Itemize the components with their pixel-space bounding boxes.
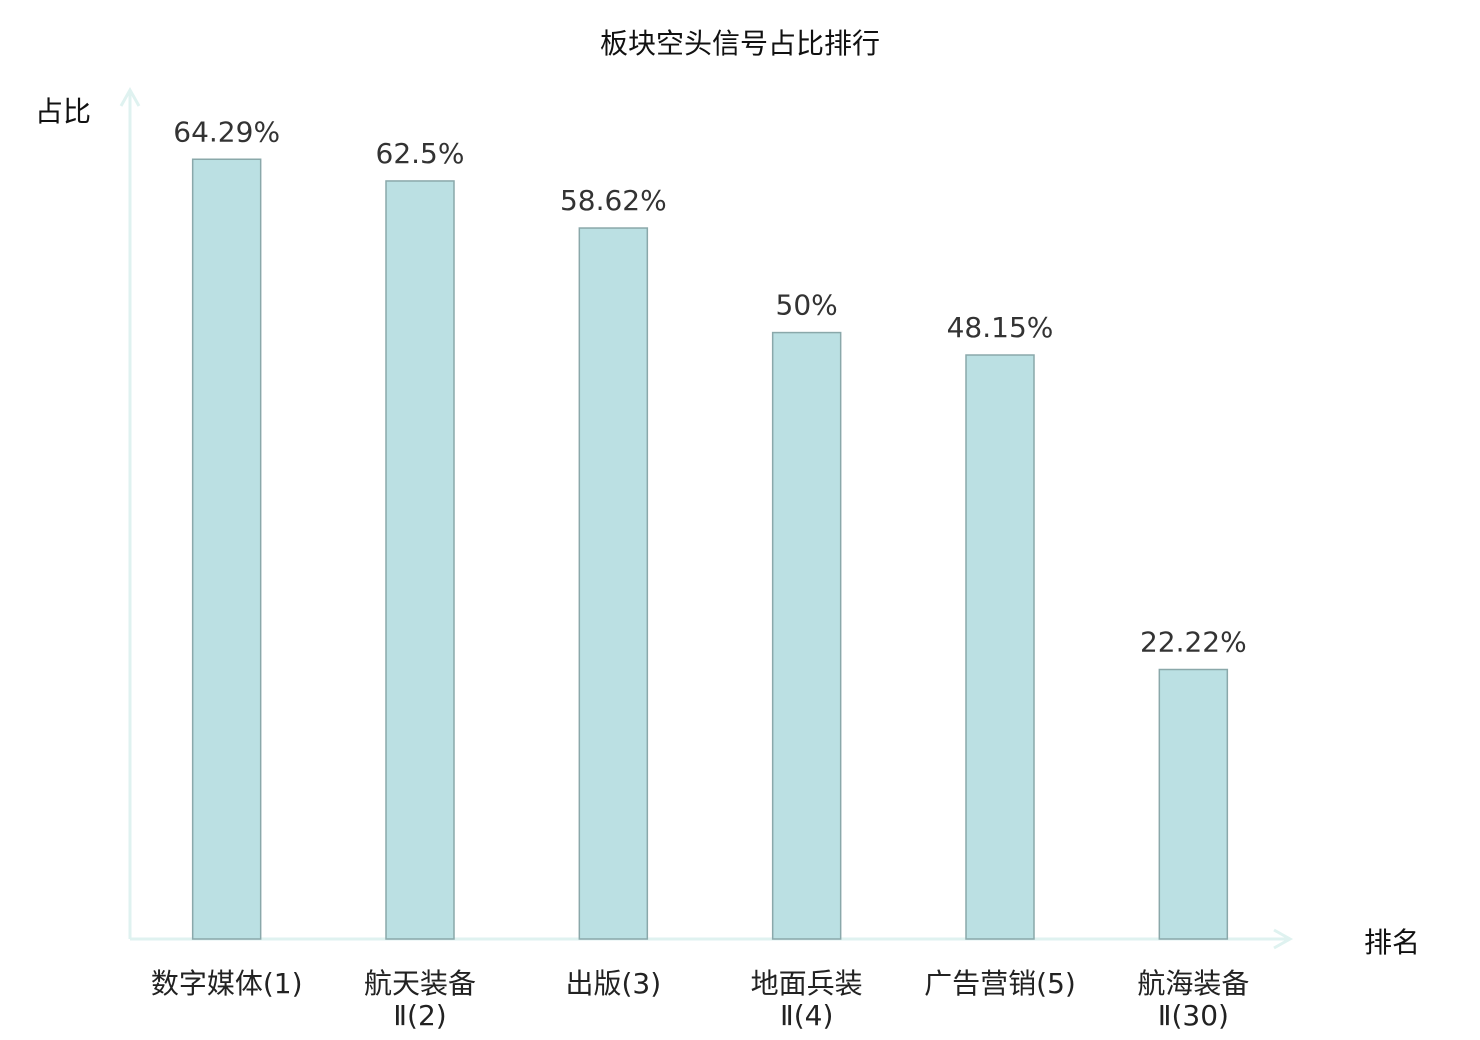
bar xyxy=(1158,668,1229,940)
data-label: 62.5% xyxy=(376,137,465,170)
x-axis-label: 排名 xyxy=(1364,926,1420,959)
y-axis-label: 占比 xyxy=(35,95,91,128)
x-tick-label: 航海装备 xyxy=(1137,967,1249,1000)
data-label: 64.29% xyxy=(173,115,280,148)
x-tick-label: Ⅱ(4) xyxy=(780,999,833,1032)
data-label: 50% xyxy=(776,289,838,322)
bar xyxy=(771,331,842,940)
x-tick-label: 地面兵装 xyxy=(751,967,863,1000)
x-tick-label: Ⅱ(2) xyxy=(393,999,446,1032)
bar xyxy=(965,354,1035,940)
x-tick-label: 航天装备 xyxy=(364,967,476,1000)
bar xyxy=(191,158,262,940)
chart-title: 板块空头信号占比排行 xyxy=(600,27,880,60)
bar xyxy=(385,180,455,940)
data-label: 22.22% xyxy=(1140,626,1247,659)
x-tick-label: 数字媒体(1) xyxy=(151,967,303,1000)
axes xyxy=(119,86,1294,950)
y-axis-arrow-icon xyxy=(119,86,141,107)
data-label: 48.15% xyxy=(947,311,1054,344)
x-axis-arrow-icon xyxy=(1273,928,1294,950)
bar xyxy=(578,227,649,940)
x-tick-label: 出版(3) xyxy=(565,967,661,1000)
data-label: 58.62% xyxy=(560,184,667,217)
x-tick-label: Ⅱ(30) xyxy=(1158,999,1229,1032)
x-tick-label: 广告营销(5) xyxy=(924,967,1076,1000)
